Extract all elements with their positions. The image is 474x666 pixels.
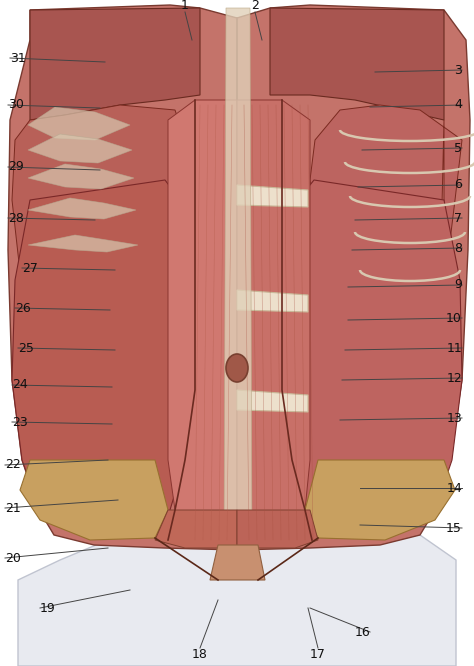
Text: 31: 31	[10, 51, 26, 65]
Text: 19: 19	[40, 601, 56, 615]
Polygon shape	[8, 5, 470, 580]
Ellipse shape	[226, 354, 248, 382]
Text: 14: 14	[446, 482, 462, 494]
Text: 3: 3	[454, 63, 462, 77]
Polygon shape	[12, 105, 185, 310]
Text: 13: 13	[446, 412, 462, 424]
Text: 17: 17	[310, 648, 326, 661]
Polygon shape	[28, 164, 134, 189]
Text: 18: 18	[192, 648, 208, 661]
Polygon shape	[237, 290, 308, 312]
Text: 24: 24	[12, 378, 28, 392]
Polygon shape	[30, 8, 200, 120]
Polygon shape	[20, 460, 168, 540]
Text: 15: 15	[446, 521, 462, 535]
Text: 25: 25	[18, 342, 34, 354]
Text: 11: 11	[446, 342, 462, 354]
Polygon shape	[237, 185, 308, 207]
Polygon shape	[237, 390, 308, 412]
Text: 21: 21	[5, 501, 21, 515]
Polygon shape	[270, 8, 444, 120]
Text: 5: 5	[454, 141, 462, 155]
Polygon shape	[28, 134, 132, 163]
Text: 9: 9	[454, 278, 462, 292]
Text: 23: 23	[12, 416, 28, 428]
Text: 27: 27	[22, 262, 38, 274]
Text: 22: 22	[5, 458, 21, 472]
Text: 6: 6	[454, 178, 462, 192]
Text: 20: 20	[5, 551, 21, 565]
Text: 7: 7	[454, 212, 462, 224]
Text: 1: 1	[181, 0, 189, 12]
Text: 2: 2	[251, 0, 259, 12]
Polygon shape	[224, 8, 252, 548]
Polygon shape	[18, 515, 456, 666]
Text: 26: 26	[15, 302, 31, 314]
Polygon shape	[28, 235, 138, 252]
Polygon shape	[155, 510, 237, 548]
Polygon shape	[282, 180, 462, 535]
Text: 4: 4	[454, 99, 462, 111]
Polygon shape	[237, 510, 318, 548]
Text: 30: 30	[8, 99, 24, 111]
Polygon shape	[237, 100, 310, 545]
Text: 28: 28	[8, 212, 24, 224]
Polygon shape	[305, 460, 455, 540]
Polygon shape	[168, 100, 237, 545]
Text: 8: 8	[454, 242, 462, 254]
Text: 10: 10	[446, 312, 462, 324]
Text: 12: 12	[446, 372, 462, 384]
Polygon shape	[28, 107, 130, 140]
Text: 16: 16	[354, 625, 370, 639]
Polygon shape	[28, 198, 136, 219]
Text: 29: 29	[8, 161, 24, 174]
Polygon shape	[310, 105, 462, 310]
Polygon shape	[210, 545, 265, 580]
Polygon shape	[12, 180, 195, 535]
